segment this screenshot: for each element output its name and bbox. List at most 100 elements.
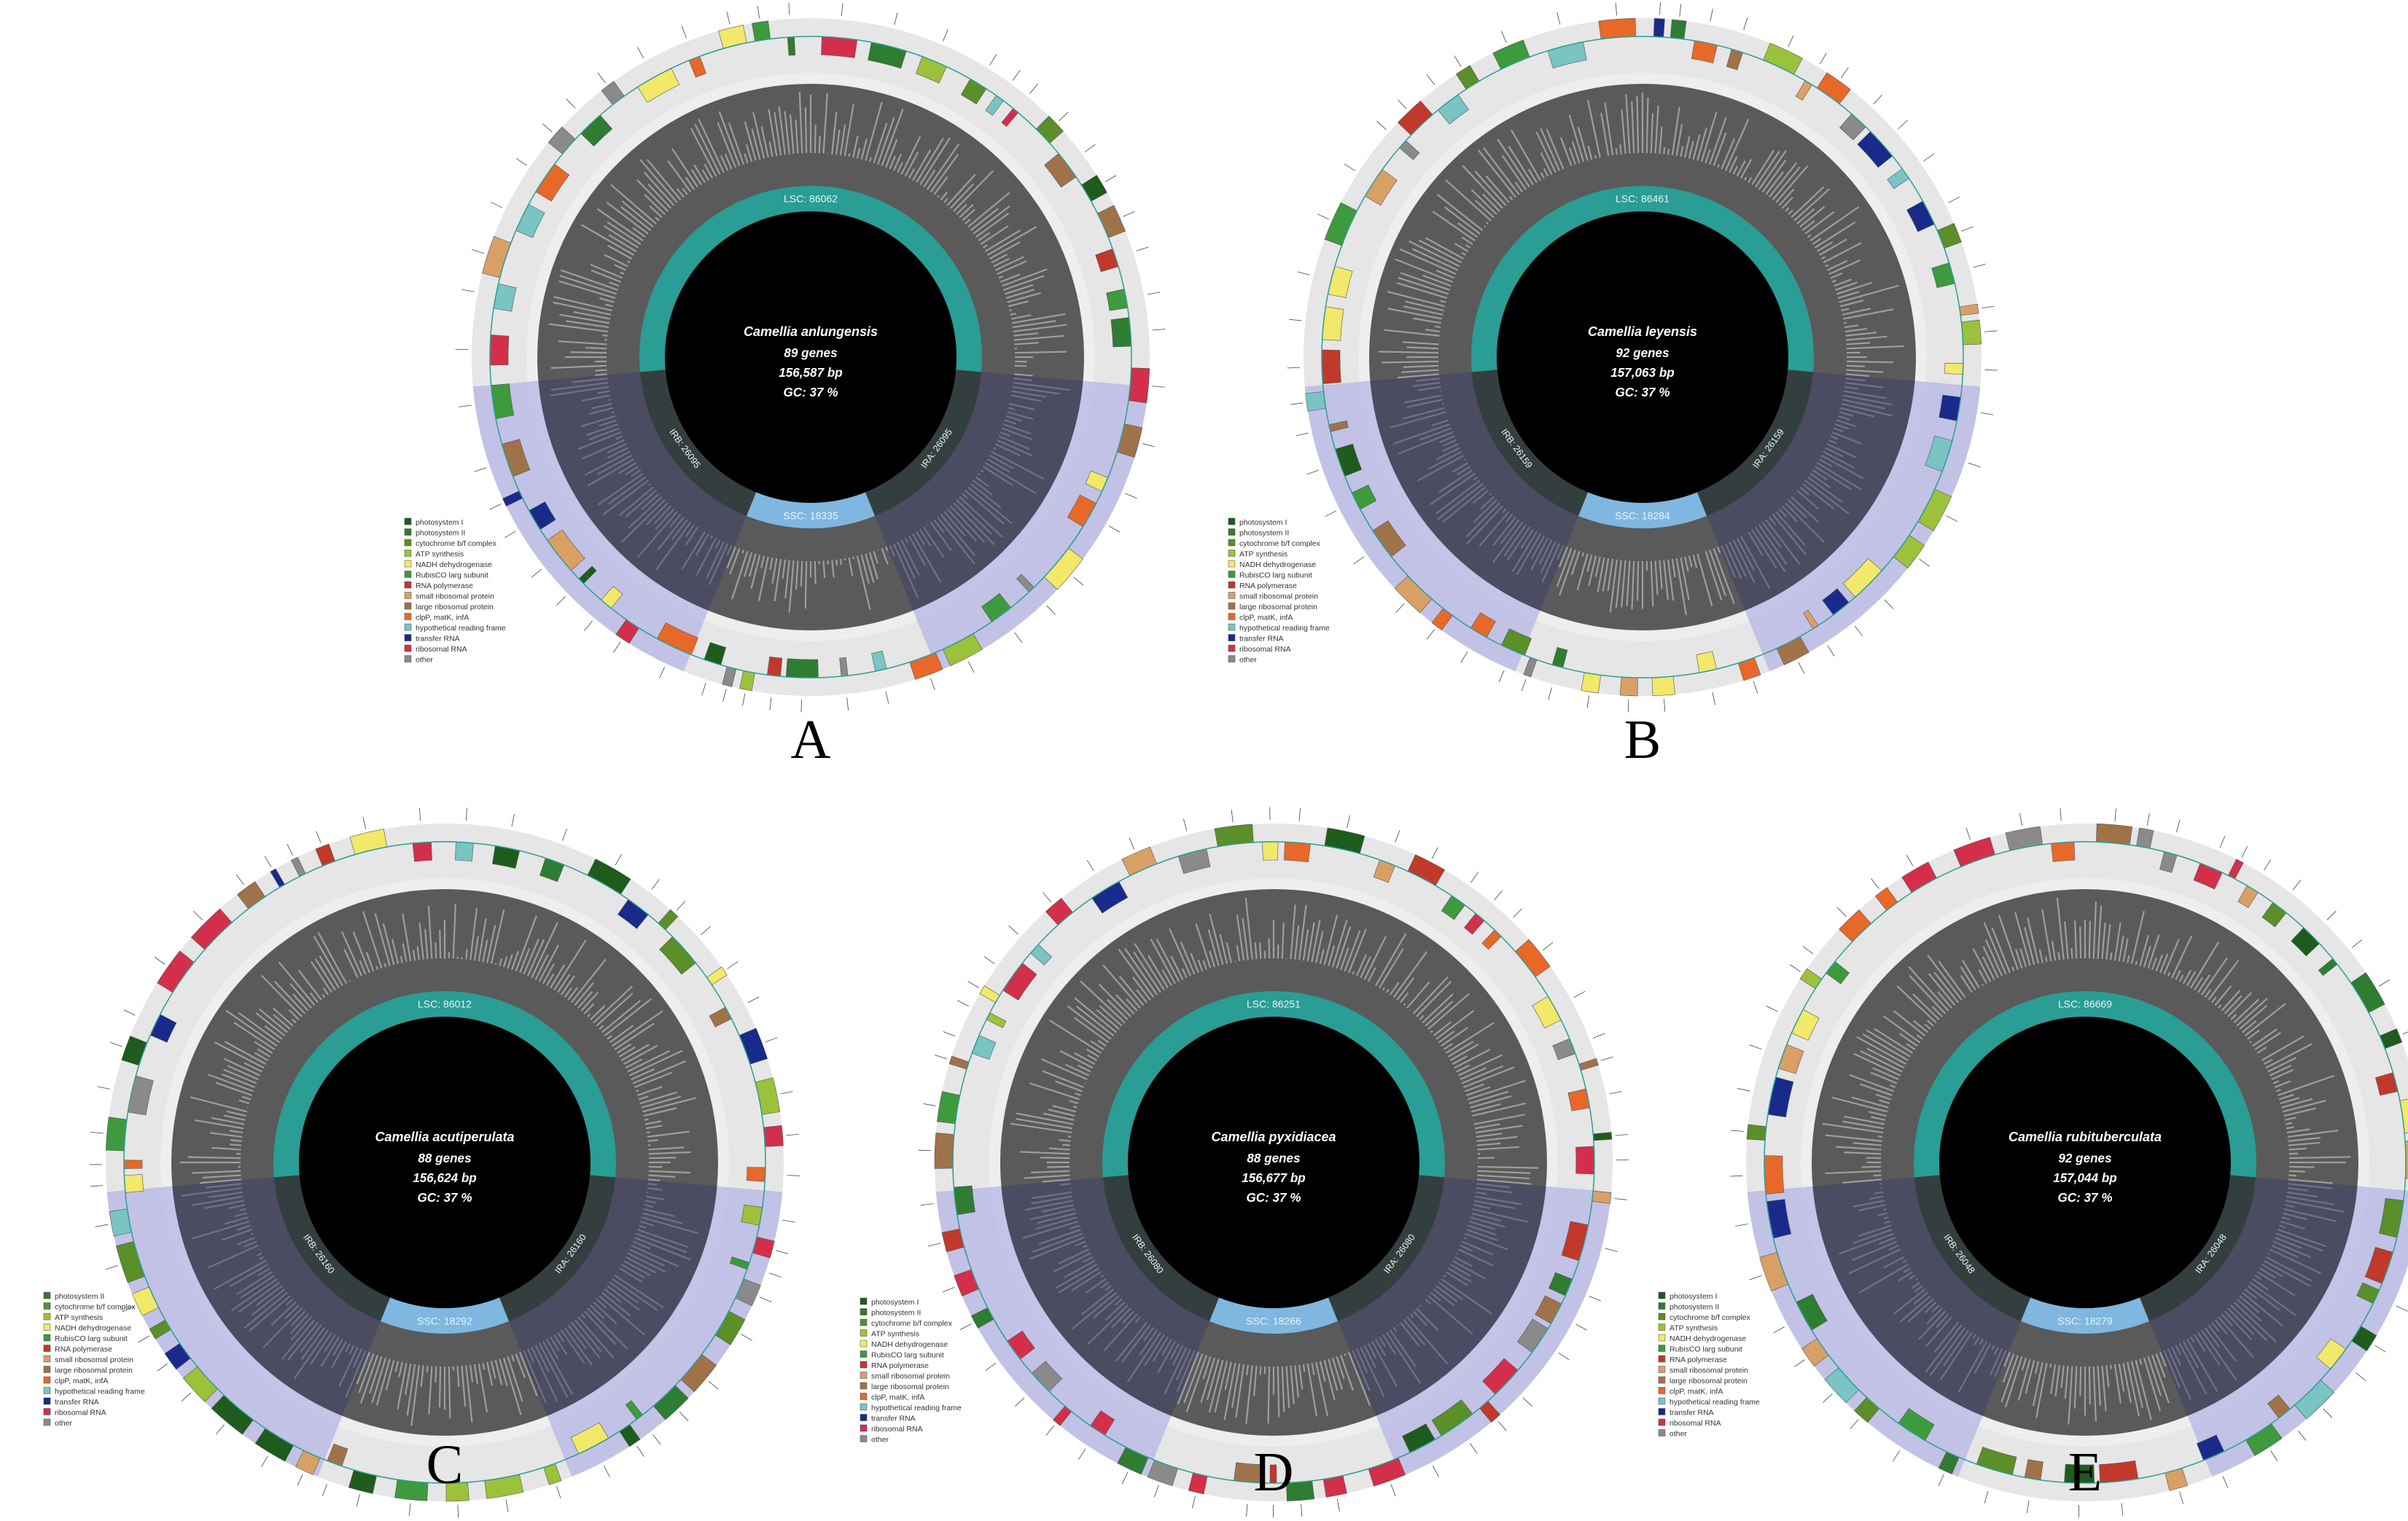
irb-segment [639,370,757,516]
legend-swatch [404,623,412,631]
legend-swatch [1658,1345,1666,1352]
legend-swatch [43,1291,51,1299]
legend-swatch [860,1329,868,1337]
legend-swatch [43,1302,51,1310]
legend-swatch [43,1376,51,1384]
legend-swatch [1228,539,1236,547]
legend-swatch [404,560,412,568]
legend-label: ATP synthesis [55,1313,103,1322]
panel-letter-d: D [1254,1442,1294,1503]
legend-swatch [1228,613,1236,620]
genome-length: 156,587 bp [779,366,842,380]
legend-swatch [43,1397,51,1405]
legend-label: NADH dehydrogenase [55,1324,131,1333]
legend-label: ribosomal RNA [1669,1419,1721,1428]
ira-segment [1328,1175,1445,1321]
gc-histogram [548,91,1071,613]
legend-label: clpP, matK, infA [55,1377,108,1385]
legend-swatch [43,1387,51,1394]
ira-segment [499,1175,616,1321]
gc-percent: GC: 37 % [417,1191,472,1205]
legend-label: ribosomal RNA [1239,645,1291,654]
species-name: Camellia leyensis [1588,324,1697,339]
gc-histogram [179,904,698,1426]
legend-label: large ribosomal protein [416,603,494,611]
legend-label: small ribosomal protein [1669,1366,1748,1375]
legend-swatch [860,1403,868,1411]
legend-swatch [1658,1397,1666,1405]
legend-label: large ribosomal protein [55,1366,133,1375]
core-circle [665,211,956,503]
legend-swatch [860,1340,868,1348]
legend-label: cytochrome b/f complex [1239,539,1321,548]
panel-letter-a: A [791,709,831,770]
legend-label: photosystem I [1669,1292,1717,1301]
legend-label: small ribosomal protein [416,593,494,601]
legend-label: clpP, matK, infA [1669,1388,1723,1396]
legend-label: large ribosomal protein [1239,603,1317,611]
legend-label: photosystem II [55,1292,104,1301]
legend-label: other [55,1419,72,1428]
legend-swatch [1658,1302,1666,1310]
legend-swatch [860,1414,868,1421]
legend-swatch [43,1323,51,1331]
legend-swatch [1228,571,1236,578]
legend-label: clpP, matK, infA [416,614,469,622]
genome-map-c: Camellia acutiperulata 88 genes 156,624 bp… [89,808,800,1518]
irb-segment [1914,1175,2031,1321]
legend-label: ribosomal RNA [55,1409,106,1418]
legend-label: small ribosomal protein [55,1356,133,1364]
gene-track [1287,2,1998,713]
legend-label: photosystem I [416,518,463,527]
legend-swatch [43,1334,51,1342]
gene-count: 89 genes [784,346,837,360]
legend-label: transfer RNA [871,1415,916,1423]
legend-label: RNA polymerase [416,582,473,590]
legend-label: hypothetical reading frame [1669,1398,1760,1407]
legend-swatch [1228,623,1236,631]
legend-label: NADH dehydrogenase [1669,1334,1746,1343]
gene-count: 88 genes [418,1151,471,1165]
ssc-segment [1209,1297,1339,1334]
legend-swatch [860,1372,868,1379]
genome-map-b: Camellia leyensis 92 genes 157,063 bp GC: 3… [1287,2,1998,713]
legend-swatch [1658,1366,1666,1373]
lsc-segment [1914,990,2257,1178]
gc-percent: GC: 37 % [783,386,838,399]
legend-swatch [404,539,412,547]
legend-swatch [404,550,412,557]
legend-swatch [860,1435,868,1442]
legend-swatch [1228,560,1236,568]
legend-swatch [43,1313,51,1321]
legend-label: hypothetical reading frame [416,624,506,633]
legend-label: ATP synthesis [871,1330,919,1339]
genome-map-e: Camellia rubituberculata 92 genes 157,044 … [1729,808,2408,1518]
panel-letter-e: E [2068,1442,2102,1503]
core-circle [1128,1017,1419,1308]
legend-label: small ribosomal protein [1239,593,1318,601]
legend-swatch [404,655,412,662]
legend-swatch [1228,550,1236,557]
lsc-segment [1471,185,1815,372]
legend-label: large ribosomal protein [871,1383,949,1391]
legend-swatch [404,528,412,536]
panel-letter-b: B [1624,709,1661,770]
legend-label: RubisCO larg subunit [1239,571,1312,580]
legend-label: ATP synthesis [1669,1324,1718,1333]
ssc-segment [2020,1297,2150,1334]
legend-label: ATP synthesis [416,550,464,559]
legend-label: RubisCO larg subunit [416,571,488,580]
ssc-segment [1578,492,1707,528]
legend-label: photosystem II [871,1309,921,1318]
genome-length: 156,677 bp [1242,1171,1305,1185]
legend-swatch [1228,517,1236,525]
legend-label: RNA polymerase [55,1345,112,1354]
ira-segment [1696,370,1814,516]
legend-swatch [1658,1418,1666,1426]
legend-swatch [860,1318,868,1326]
legend-label: transfer RNA [1669,1409,1714,1418]
legend-label: clpP, matK, infA [871,1393,924,1402]
legend-label: transfer RNA [55,1398,99,1407]
